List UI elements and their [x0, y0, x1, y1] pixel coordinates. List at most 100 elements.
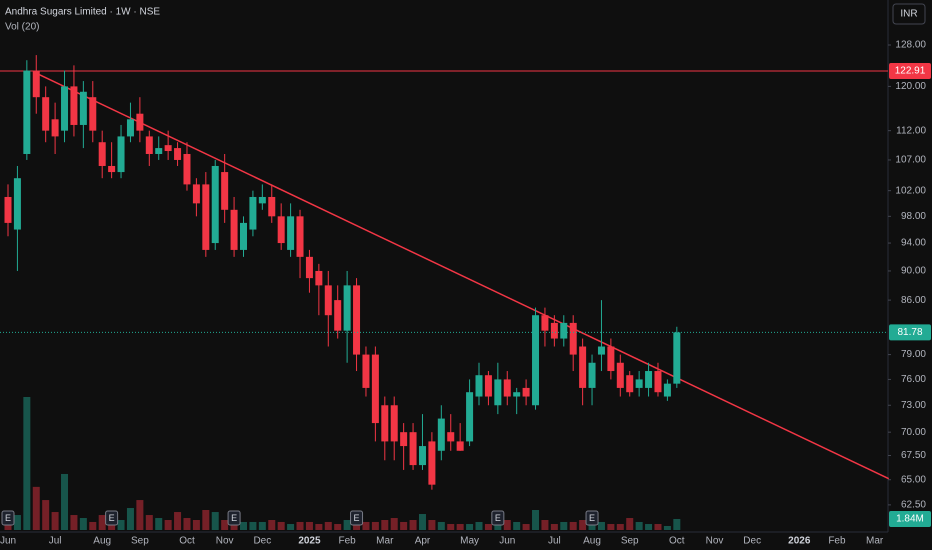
candle-body	[541, 315, 549, 331]
volume-bar	[607, 524, 615, 530]
candle-body	[42, 97, 50, 131]
volume-bar	[42, 500, 50, 530]
candle-body	[579, 346, 587, 388]
candle-body	[353, 285, 361, 355]
volume-bar	[381, 519, 389, 530]
horizontal-line-label: 122.91	[895, 66, 926, 77]
candle-body	[456, 441, 464, 451]
candle-body	[635, 379, 643, 388]
candle-body	[296, 216, 304, 257]
candle-body	[343, 285, 351, 331]
candle-body	[202, 184, 210, 250]
candle-body	[607, 346, 615, 372]
candle-body	[117, 136, 125, 173]
candle-body	[174, 148, 182, 160]
x-tick-label: Nov	[706, 536, 724, 547]
volume-bar	[663, 525, 671, 530]
y-tick-label: 112.00	[896, 125, 926, 136]
volume-bar	[635, 521, 643, 530]
y-tick-label: 76.00	[901, 374, 926, 385]
candle-body	[371, 354, 379, 424]
x-tick-label: May	[460, 536, 479, 547]
candle-body	[230, 209, 238, 250]
volume-bar	[447, 524, 455, 530]
x-tick-label: 2025	[298, 536, 321, 547]
y-tick-label: 94.00	[901, 238, 926, 249]
volume-bar	[296, 521, 304, 530]
volume-bar	[362, 521, 370, 530]
volume-bar	[183, 518, 191, 530]
last-price-label: 81.78	[897, 327, 922, 338]
x-tick-label: Dec	[743, 536, 761, 547]
earnings-marker-label: E	[109, 513, 115, 523]
y-tick-label: 107.00	[895, 155, 926, 166]
volume-bar	[23, 397, 31, 530]
volume-bar	[541, 519, 549, 530]
y-tick-label: 120.00	[895, 81, 926, 92]
candle-body	[211, 165, 219, 244]
candle-body	[663, 383, 671, 397]
earnings-marker-label: E	[5, 513, 11, 523]
earnings-marker	[1, 510, 15, 526]
candle-body	[315, 270, 323, 286]
volume-bar	[513, 521, 521, 530]
x-tick-label: Nov	[216, 536, 234, 547]
x-tick-label: Aug	[583, 536, 601, 547]
candle-body	[513, 392, 521, 397]
candle-body	[494, 379, 502, 406]
x-tick-label: Mar	[866, 536, 884, 547]
y-tick-label: 79.00	[901, 349, 926, 360]
candle-body	[183, 153, 191, 185]
volume-bar	[240, 521, 247, 530]
candle-body	[51, 119, 59, 137]
volume-badge	[889, 510, 931, 527]
volume-bar	[202, 509, 210, 530]
x-tick-label: Jun	[499, 536, 515, 547]
earnings-marker	[227, 510, 241, 526]
volume-bar	[428, 519, 436, 530]
volume-label: 1.84M	[896, 514, 924, 525]
volume-bar	[484, 524, 492, 530]
candle-body	[569, 322, 577, 355]
volume-bar	[522, 524, 530, 530]
volume-bar	[343, 519, 351, 530]
y-tick-label: 65.00	[901, 474, 926, 485]
trendline	[35, 72, 890, 480]
volume-bar	[98, 515, 106, 530]
volume-bar	[503, 519, 511, 530]
x-tick-label: Feb	[828, 536, 846, 547]
volume-bar	[400, 521, 408, 530]
volume-bar	[164, 519, 172, 530]
volume-bar	[192, 519, 200, 530]
x-tick-label: Oct	[669, 536, 685, 547]
candle-body	[560, 322, 568, 339]
volume-bar	[287, 524, 295, 530]
volume-bar	[258, 521, 266, 530]
volume-bar	[597, 521, 605, 530]
x-tick-label: Jul	[49, 536, 62, 547]
candle-body	[287, 216, 295, 250]
volume-bar	[654, 524, 662, 530]
candle-body	[588, 362, 596, 388]
x-tick-label: Oct	[179, 536, 195, 547]
candle-body	[654, 371, 662, 393]
earnings-marker-label: E	[354, 513, 360, 523]
volume-bar	[390, 518, 398, 530]
volume-bar	[249, 521, 257, 530]
volume-bar	[268, 519, 276, 530]
volume-bar	[13, 515, 21, 530]
y-tick-label: 98.00	[901, 211, 926, 222]
candle-body	[616, 362, 624, 388]
currency-button[interactable]	[892, 3, 926, 25]
candle-body	[126, 119, 134, 137]
volume-bar	[437, 521, 445, 530]
currency-label[interactable]: INR	[900, 9, 917, 20]
candle-body	[645, 371, 653, 388]
volume-bar	[645, 524, 653, 530]
candle-body	[484, 375, 492, 397]
candle-body	[381, 405, 389, 442]
volume-bar	[277, 521, 285, 530]
volume-bar	[145, 515, 153, 530]
volume-bar	[117, 519, 125, 530]
